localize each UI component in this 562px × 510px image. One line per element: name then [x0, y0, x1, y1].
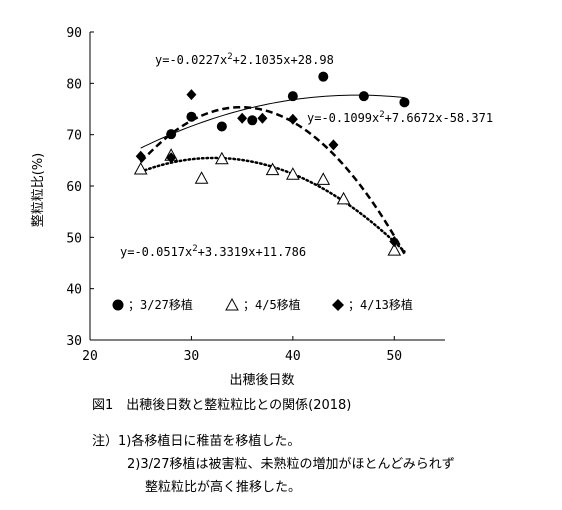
data-point [215, 151, 229, 165]
data-point [237, 112, 248, 124]
y-axis-label: 整粒粒比(%) [31, 153, 46, 228]
data-point [247, 115, 258, 126]
data-point [316, 172, 331, 185]
data-point [387, 243, 402, 256]
data-point [166, 152, 177, 164]
data-point [133, 162, 148, 175]
legend: ；3/27移植 ；4/5移植 ；4/13移植 [112, 297, 413, 312]
data-point [336, 191, 351, 205]
legend-label-3-27: ；3/27移植 [128, 297, 193, 312]
data-point [166, 129, 177, 140]
fit-curve-4-13 [139, 105, 406, 255]
x-tick-label: 40 [285, 349, 301, 364]
y-tick-label: 30 [66, 334, 82, 349]
data-point [358, 91, 369, 102]
x-tick-label: 30 [184, 349, 200, 364]
data-point [287, 113, 298, 125]
y-tick-label: 70 [66, 129, 82, 144]
data-point [194, 171, 209, 184]
note-line-2: 2)3/27移植は被害粒、未熟粒の増加がほとんどみられず [127, 457, 455, 472]
y-tick-label: 40 [66, 283, 82, 298]
data-point [216, 121, 227, 132]
data-point [328, 139, 339, 151]
legend-marker-4-5 [225, 297, 239, 311]
y-tick-label: 80 [66, 77, 82, 92]
data-point [257, 112, 268, 124]
series-3-27-points [166, 71, 410, 140]
series-4-13-points [135, 89, 400, 247]
x-tick-label: 50 [386, 349, 402, 364]
y-tick-label: 50 [66, 231, 82, 246]
x-axis-label: 出穂後日数 [229, 373, 294, 388]
data-point [318, 71, 329, 82]
equation-4-5: y=-0.0517x2+3.3319x+11.786 [120, 244, 306, 259]
legend-marker-4-13 [332, 299, 344, 311]
legend-label-4-5: ；4/5移植 [243, 297, 301, 312]
legend-marker-3-27 [112, 299, 124, 311]
data-point [286, 167, 300, 180]
data-point [135, 150, 146, 162]
series-4-5-points [133, 148, 402, 256]
data-point [399, 97, 410, 108]
figure-caption: 図1 出穂後日数と整粒粒比との関係(2018) [92, 398, 352, 413]
data-point [389, 235, 400, 247]
note-line-3: 整粒粒比が高く推移した。 [145, 480, 302, 495]
data-point [265, 162, 280, 176]
equation-3-27: y=-0.0227x2+2.1035x+28.98 [155, 52, 334, 67]
data-point [186, 89, 197, 101]
y-ticks: 30 40 50 60 70 80 90 [66, 26, 94, 349]
equation-4-13: y=-0.1099x2+7.6672x-58.371 [307, 110, 493, 125]
y-tick-label: 90 [66, 26, 82, 41]
y-tick-label: 60 [66, 180, 82, 195]
legend-label-4-13: ；4/13移植 [348, 297, 413, 312]
data-point [287, 91, 298, 102]
x-tick-label: 20 [82, 349, 98, 364]
x-ticks: 20 30 40 50 [82, 336, 402, 364]
data-point [186, 111, 197, 122]
note-line-1: 注）1)各移植日に稚苗を移植した。 [92, 434, 301, 449]
